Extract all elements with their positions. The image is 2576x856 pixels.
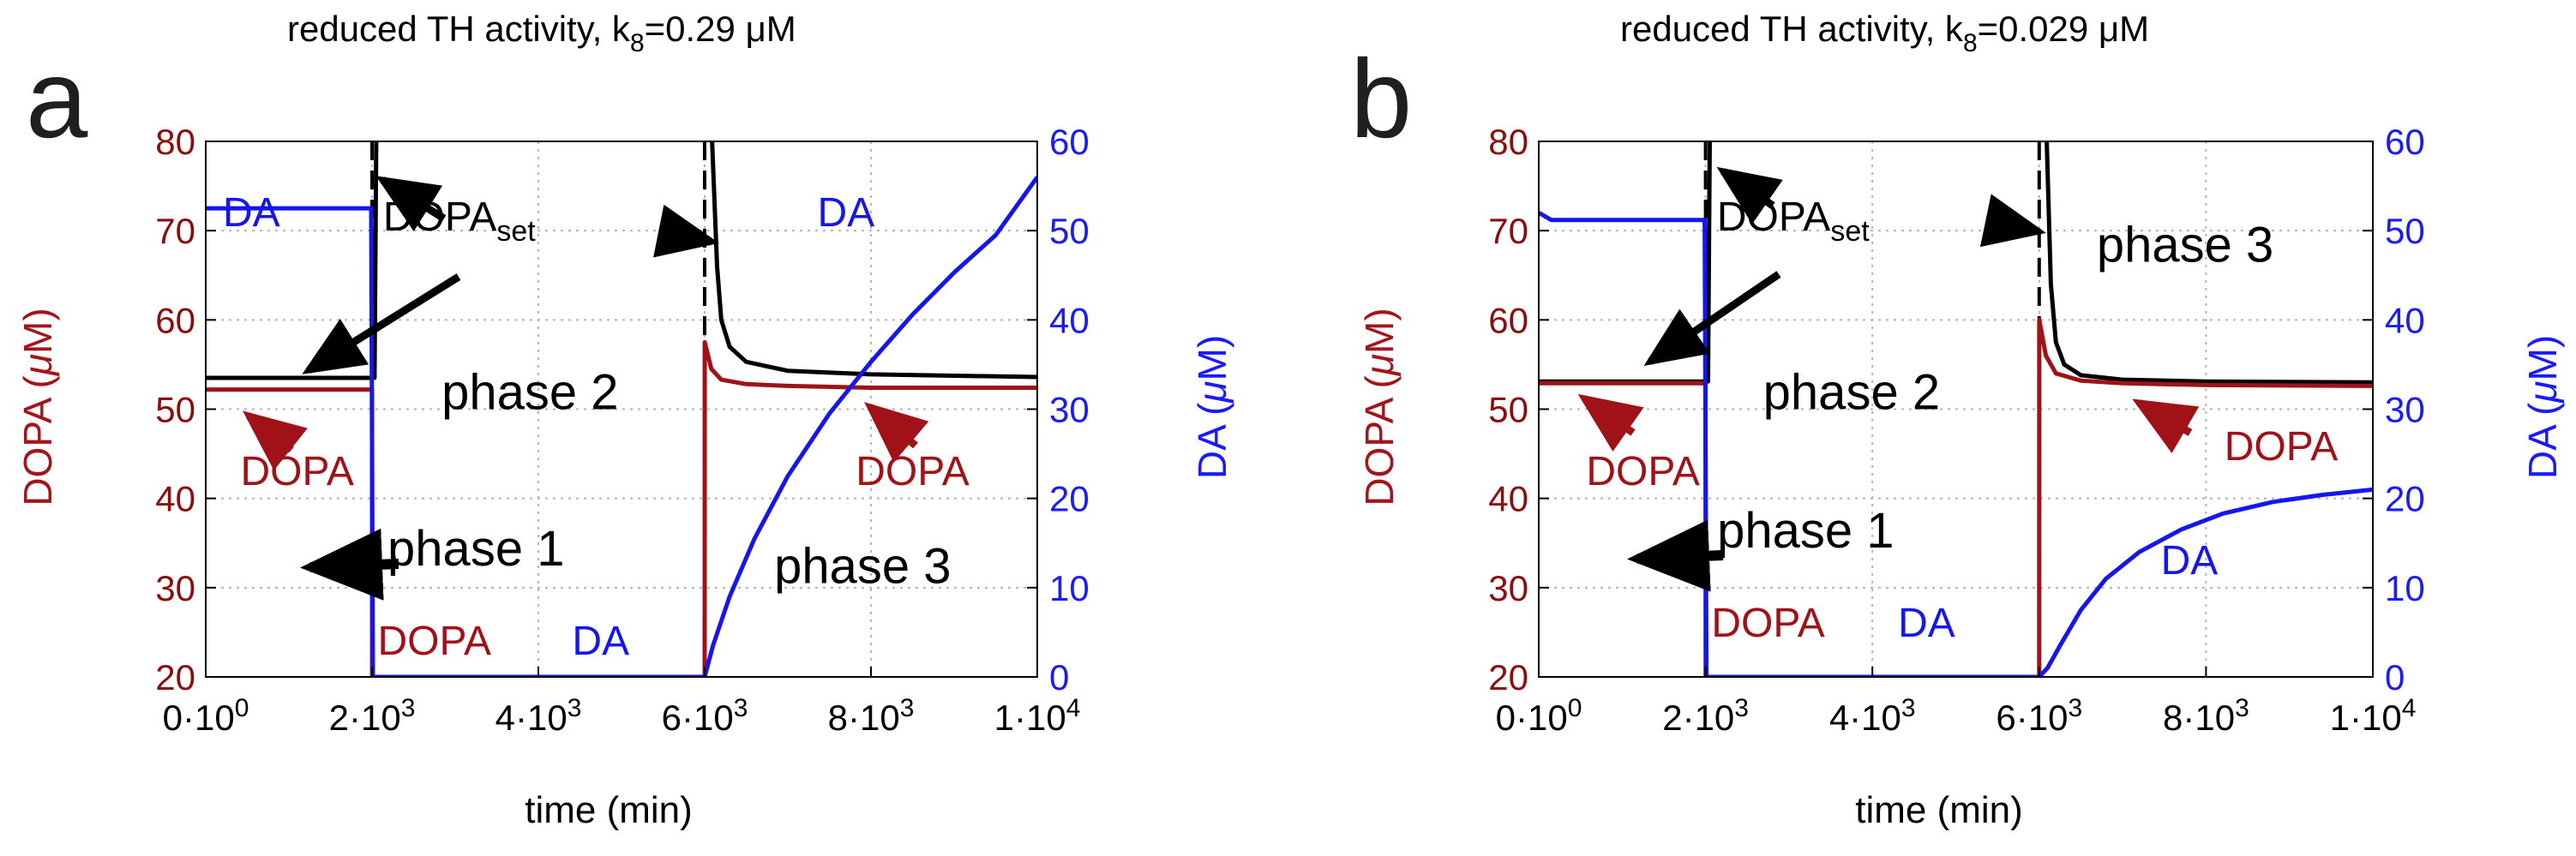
annotation-label: DOPA (2225, 424, 2338, 470)
x-tick-label: 2·103 (329, 694, 416, 738)
y-tick-label-left: 70 (155, 211, 195, 251)
arrow-dopaset-up (375, 176, 447, 232)
y-axis-label-left: DOPA (μM) (1357, 308, 1402, 506)
chart-title: reduced TH activity, k8=0.029 μM (1620, 9, 2149, 57)
y-tick-label-right: 20 (2385, 479, 2425, 519)
series-dopaset-line (206, 141, 379, 380)
x-tick-label: 0·100 (1496, 694, 1582, 738)
x-tick-label: 2·103 (1662, 694, 1749, 738)
y-tick-label-left: 80 (1488, 122, 1528, 162)
y-axis-label-right: DA (μM) (2520, 335, 2565, 479)
grid (1539, 141, 2373, 677)
annotation-label: DOPA (240, 449, 353, 494)
x-tick-label: 1·104 (994, 694, 1081, 738)
series-dopaset-line (2045, 141, 2373, 385)
arrow-phase1 (300, 528, 399, 601)
y-tick-label-left: 60 (1488, 300, 1528, 340)
y-tick-label-right: 10 (2385, 568, 2425, 608)
y-tick-label-left: 40 (1488, 479, 1528, 519)
y-tick-label-left: 20 (1488, 657, 1528, 697)
y-tick-label-right: 0 (2385, 657, 2405, 697)
annotation-label: DA (1898, 601, 1955, 646)
annotation-label: DOPA (1586, 449, 1699, 494)
y-tick-label-left: 70 (1488, 211, 1528, 251)
annotation-label: phase 3 (2097, 218, 2273, 273)
arrow-dopaset-up (1716, 166, 1783, 224)
x-tick-label: 1·104 (2330, 694, 2417, 738)
annotation-label: DA (818, 190, 875, 236)
x-tick-label: 8·103 (828, 694, 915, 738)
annotation-label: phase 1 (1717, 503, 1894, 559)
annotation-label: phase 2 (441, 365, 618, 421)
panel-letter: b (1350, 36, 1412, 161)
arrow-dopa-left (242, 410, 308, 470)
arrow-dopaset-left (302, 273, 461, 374)
annotation-label: DA (2161, 538, 2219, 584)
ticks: 20 30 40 50 60 70 80 0 10 20 30 40 50 60 0·100 2·103 4·1… (1488, 122, 2424, 738)
x-tick-label: 0·100 (163, 694, 249, 738)
x-tick-label: 4·103 (1829, 694, 1916, 738)
series-dopaset-line (1539, 141, 1712, 384)
y-tick-label-left: 20 (155, 657, 195, 697)
y-tick-label-left: 80 (155, 122, 195, 162)
chart-panel-b: b reduced TH activity, k8=0.029 μM 20 30 4… (1350, 9, 2565, 831)
annotation-label: DA (223, 190, 280, 236)
y-tick-label-right: 60 (2385, 122, 2425, 162)
y-tick-label-right: 10 (1049, 568, 1090, 608)
arrow-dopa-left (1577, 393, 1644, 452)
annotation-label: DOPA (1711, 601, 1824, 646)
chart-title: reduced TH activity, k8=0.29 μM (287, 9, 796, 57)
ticks: 20 30 40 50 60 70 80 0 10 20 30 40 50 60 0·100 2·103 4·1… (155, 122, 1089, 738)
arrow-dopaset-left (1643, 271, 1781, 367)
annotation-label: DOPAset (383, 195, 536, 248)
grid (206, 141, 1037, 677)
annotation-label: phase 3 (774, 539, 951, 595)
x-tick-label: 6·103 (662, 694, 748, 738)
y-axis-label-right: DA (μM) (1190, 335, 1234, 479)
y-tick-label-right: 40 (1049, 300, 1090, 340)
series-da-line (1539, 211, 2373, 677)
annotation-arrows (1577, 166, 2200, 592)
y-tick-label-left: 60 (155, 300, 195, 340)
annotation-label: DA (572, 619, 629, 664)
x-tick-label: 6·103 (1996, 694, 2082, 738)
x-tick-label: 8·103 (2163, 694, 2249, 738)
chart-panel-a: a reduced TH activity, k8=0.29 μM 20 30 40… (15, 9, 1234, 831)
y-tick-label-right: 50 (2385, 211, 2425, 251)
annotation-label: phase 2 (1763, 365, 1940, 421)
y-tick-label-right: 50 (1049, 211, 1090, 251)
x-axis-label: time (min) (525, 789, 693, 831)
annotations: DA DOPAset DA phase 2 DOPA DOPA phase 1 phase 3… (223, 190, 970, 664)
y-axis-label-left: DOPA (μM) (15, 308, 60, 506)
arrow-dopaset-right (653, 204, 719, 258)
y-tick-label-right: 60 (1049, 122, 1090, 162)
y-tick-label-left: 30 (155, 568, 195, 608)
annotation-arrows (242, 176, 929, 601)
y-tick-label-right: 20 (1049, 479, 1090, 519)
arrow-dopa-right (2132, 398, 2200, 453)
y-tick-label-right: 30 (1049, 390, 1090, 430)
y-tick-label-left: 50 (155, 390, 195, 430)
arrow-dopaset-right (1979, 194, 2046, 248)
annotation-label: phase 1 (387, 521, 564, 577)
y-tick-label-left: 30 (1488, 568, 1528, 608)
x-axis-label: time (min) (1855, 789, 2023, 831)
y-tick-label-left: 50 (1488, 390, 1528, 430)
annotation-label: DOPA (856, 449, 969, 494)
arrow-phase1 (1627, 519, 1724, 592)
y-tick-label-right: 30 (2385, 390, 2425, 430)
y-tick-label-right: 40 (2385, 300, 2425, 340)
arrow-dopa-right (864, 402, 929, 463)
series-dopaset-line (710, 141, 1037, 380)
y-tick-label-left: 40 (155, 479, 195, 519)
annotation-label: DOPAset (1717, 195, 1870, 248)
y-tick-label-right: 0 (1049, 657, 1069, 697)
series-da-line (206, 176, 1037, 677)
panel-letter: a (26, 36, 88, 161)
annotation-label: DOPA (378, 619, 491, 664)
x-tick-label: 4·103 (495, 694, 582, 738)
